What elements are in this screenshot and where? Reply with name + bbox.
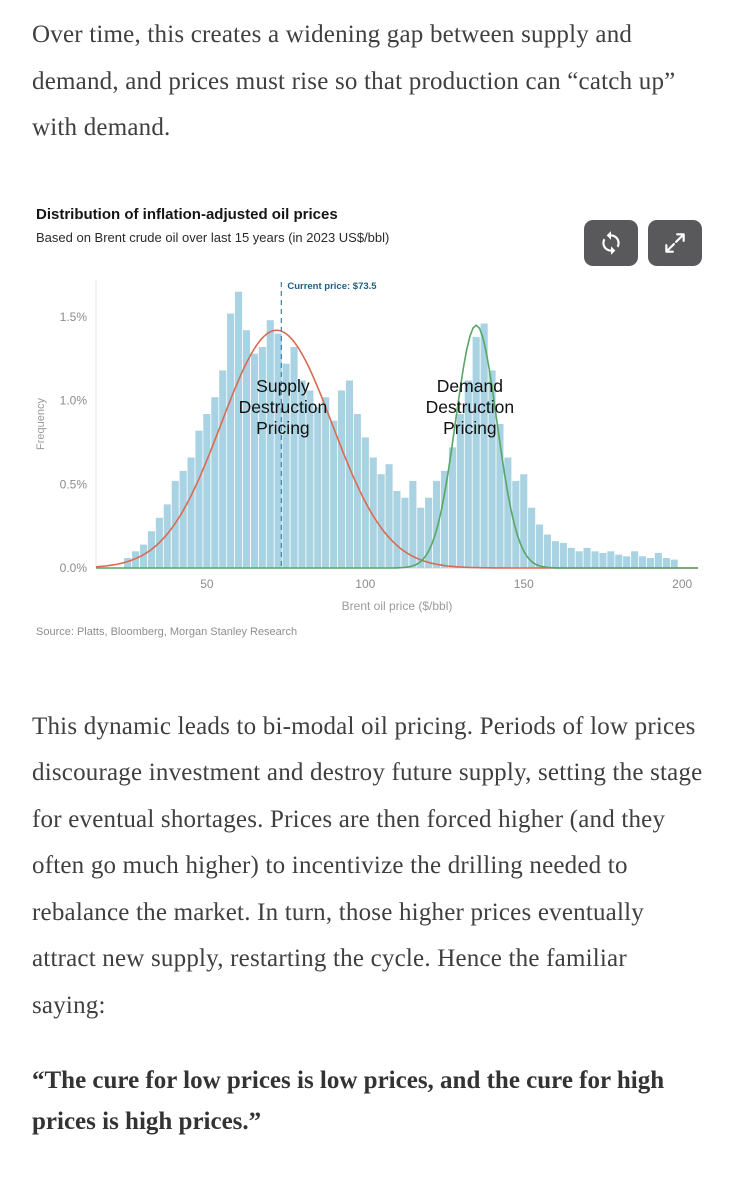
svg-text:1.0%: 1.0% [60, 393, 88, 407]
svg-text:50: 50 [200, 577, 214, 591]
oil-price-chart: Distribution of inflation-adjusted oil p… [32, 206, 706, 638]
svg-text:0.0%: 0.0% [60, 561, 88, 575]
body-paragraph: This dynamic leads to bi-modal oil prici… [32, 712, 703, 1019]
svg-text:150: 150 [514, 577, 534, 591]
svg-text:Brent oil price ($/bbl): Brent oil price ($/bbl) [342, 599, 453, 613]
chart-source: Source: Platts, Bloomberg, Morgan Stanle… [36, 625, 298, 638]
chart-header: Distribution of inflation-adjusted oil p… [32, 206, 706, 266]
refresh-button[interactable] [584, 219, 638, 266]
svg-text:1.5%: 1.5% [60, 309, 88, 323]
sync-icon [598, 230, 624, 256]
svg-text:200: 200 [672, 577, 692, 591]
expand-icon [662, 230, 688, 256]
svg-text:0.5%: 0.5% [60, 477, 88, 491]
distribution-histogram: 0.0% 0.5% 1.0% 1.5% 50 100 150 200 Brent oil pri… [35, 279, 698, 613]
chart-title: Distribution of inflation-adjusted oil p… [36, 205, 338, 223]
chart-buttons [584, 219, 702, 266]
intro-paragraph: Over time, this creates a widening gap b… [32, 21, 676, 141]
svg-text:100: 100 [355, 577, 375, 591]
quote-paragraph: “The cure for low prices is low prices, … [32, 1067, 665, 1135]
chart-subtitle: Based on Brent crude oil over last 15 ye… [36, 229, 390, 245]
expand-button[interactable] [648, 219, 702, 266]
chart-titles: Distribution of inflation-adjusted oil p… [36, 206, 389, 245]
svg-text:Current price: $73.5: Current price: $73.5 [287, 281, 377, 292]
svg-text:Frequency: Frequency [35, 397, 47, 449]
